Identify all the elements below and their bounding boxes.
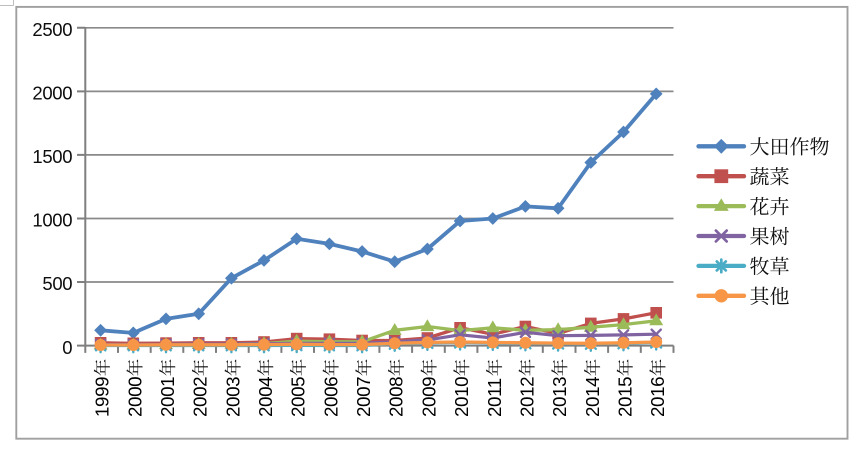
svg-text:2008: 2008 xyxy=(386,377,407,417)
svg-text:2500: 2500 xyxy=(32,19,72,40)
svg-text:2006: 2006 xyxy=(320,377,341,417)
svg-text:2009: 2009 xyxy=(418,377,439,417)
svg-text:1000: 1000 xyxy=(32,210,72,231)
svg-text:2012: 2012 xyxy=(516,377,537,417)
svg-text:2007: 2007 xyxy=(353,377,374,417)
svg-text:1999: 1999 xyxy=(92,377,113,417)
svg-text:2003: 2003 xyxy=(222,377,243,417)
svg-text:0: 0 xyxy=(62,337,72,358)
svg-text:2013: 2013 xyxy=(549,377,570,417)
svg-text:2000: 2000 xyxy=(32,83,72,104)
svg-text:2011: 2011 xyxy=(484,378,505,417)
svg-text:2005: 2005 xyxy=(288,377,309,417)
svg-text:2004: 2004 xyxy=(255,377,276,417)
svg-text:2010: 2010 xyxy=(451,377,472,417)
svg-text:2015: 2015 xyxy=(615,377,636,417)
svg-text:2001: 2001 xyxy=(157,377,178,417)
svg-text:2014: 2014 xyxy=(582,377,603,417)
svg-text:1500: 1500 xyxy=(32,146,72,167)
svg-text:2000: 2000 xyxy=(124,377,145,417)
svg-text:2016: 2016 xyxy=(647,377,668,417)
svg-text:2002: 2002 xyxy=(190,377,211,417)
svg-text:500: 500 xyxy=(42,273,72,294)
